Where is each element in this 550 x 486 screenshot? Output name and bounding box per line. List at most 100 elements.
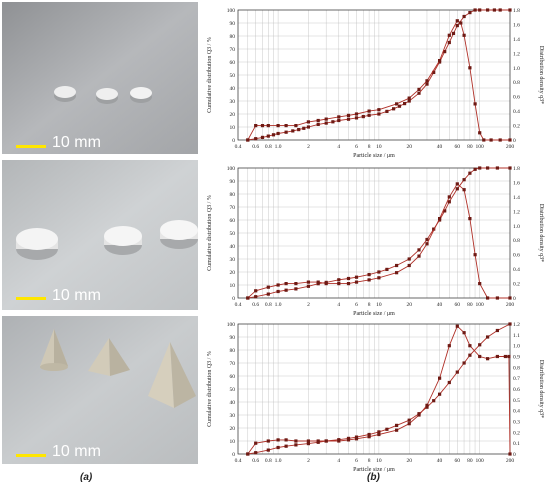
x-tick-label: 6 <box>355 144 358 150</box>
y-tick-label-left: 0 <box>232 296 235 302</box>
scale-bar-label: 10 mm <box>52 134 101 151</box>
y-tick-label-left: 10 <box>230 125 236 131</box>
x-tick-label: 60 <box>455 302 461 308</box>
y-tick-label-left: 50 <box>230 387 236 393</box>
data-point <box>294 287 298 291</box>
y-tick-label-left: 40 <box>230 244 236 250</box>
data-point <box>324 121 328 125</box>
x-tick-label: 1.0 <box>275 144 282 150</box>
y-tick-label-right: 0.4 <box>513 409 520 415</box>
data-point <box>503 354 507 359</box>
data-point <box>447 344 451 348</box>
data-point <box>377 112 381 116</box>
x-tick-label: 6 <box>355 302 358 308</box>
x-tick-label: 40 <box>437 144 443 150</box>
y-tick-label-right: 0 <box>513 138 516 144</box>
data-point <box>462 14 466 19</box>
data-point <box>254 295 258 299</box>
data-point <box>276 289 280 294</box>
data-point <box>316 122 320 126</box>
plot-frame <box>237 167 511 299</box>
data-point <box>367 109 371 113</box>
data-point <box>438 217 442 221</box>
data-point <box>447 40 451 45</box>
data-point <box>473 8 477 12</box>
data-point <box>276 283 280 287</box>
data-point <box>397 104 402 108</box>
disc-sample <box>104 226 142 255</box>
data-point <box>337 115 341 119</box>
data-point <box>377 108 381 112</box>
chart-3: 0 10 20 30 40 50 60 70 80 90 100 0 0.1 0.2 0.3 0.4 0.5 0.… <box>200 316 548 472</box>
y-tick-label-right: 1.6 <box>513 22 520 28</box>
data-point <box>306 125 310 129</box>
data-point <box>478 8 482 12</box>
x-tick-label: 80 <box>467 144 473 150</box>
data-point <box>508 452 512 456</box>
y-tick-label-left: 60 <box>230 218 236 224</box>
data-point <box>417 254 421 258</box>
data-point <box>417 248 421 252</box>
photo-pyramids: 10 mm <box>2 316 198 464</box>
y-tick-label-left: 90 <box>230 335 236 341</box>
data-point <box>432 70 436 74</box>
data-point <box>306 120 310 124</box>
y-tick-label-right: 1.2 <box>513 51 520 57</box>
data-point <box>462 188 466 192</box>
data-point <box>451 31 456 35</box>
y-tick-label-left: 30 <box>230 257 236 263</box>
data-point <box>407 422 411 426</box>
y-tick-label-right: 1.0 <box>513 344 520 350</box>
x-tick-label: 100 <box>476 144 485 150</box>
data-point <box>284 130 288 134</box>
data-point <box>367 278 371 282</box>
y-tick-label-right: 0.4 <box>513 267 520 273</box>
x-tick-label: 80 <box>467 302 473 308</box>
data-point <box>377 270 381 274</box>
data-point <box>508 8 512 12</box>
x-tick-label: 0.8 <box>265 458 272 464</box>
data-point <box>403 102 407 106</box>
data-point <box>266 292 270 296</box>
series-line-density <box>247 183 510 299</box>
data-point <box>346 113 351 117</box>
y-axis-label-left: Cumulative distribution Q3 / % <box>207 195 213 271</box>
y-tick-label-left: 20 <box>230 112 236 118</box>
data-point <box>354 116 359 120</box>
chart-svg: 010203040506070809010000.20.40.60.81.01.… <box>207 8 544 158</box>
data-point <box>284 282 288 286</box>
data-point <box>486 335 490 339</box>
data-point <box>447 380 451 385</box>
y-tick-label-left: 50 <box>230 73 236 79</box>
data-point <box>459 21 463 25</box>
y-tick-label-right: 1.0 <box>513 66 520 72</box>
photo-large-discs: 10 mm <box>2 160 198 310</box>
x-tick-label: 40 <box>437 302 443 308</box>
data-point <box>324 282 328 286</box>
data-point <box>447 195 451 199</box>
data-point <box>306 442 310 446</box>
scale-bar <box>16 454 46 457</box>
plot-frame <box>237 323 511 455</box>
y-tick-label-right: 0.1 <box>513 441 520 447</box>
data-point <box>276 131 280 136</box>
y-tick-label-right: 0.8 <box>513 365 520 371</box>
y-tick-label-right: 1.6 <box>513 180 520 186</box>
data-point <box>266 285 270 289</box>
data-point <box>417 413 421 417</box>
data-point <box>455 187 459 191</box>
data-point <box>346 438 351 442</box>
photo-small-discs: 10 mm <box>2 2 198 154</box>
y-tick-label-right: 1.2 <box>513 209 520 215</box>
data-point <box>316 118 320 123</box>
data-point <box>478 282 482 286</box>
cone-sample <box>40 329 68 371</box>
y-tick-label-right: 0.4 <box>513 109 520 115</box>
panel-label-a: (a) <box>80 472 93 483</box>
data-point <box>306 280 310 284</box>
x-tick-label: 8 <box>368 302 371 308</box>
data-point <box>462 178 466 182</box>
y-tick-label-left: 10 <box>230 439 236 445</box>
data-point <box>417 87 421 91</box>
data-point <box>254 451 258 455</box>
